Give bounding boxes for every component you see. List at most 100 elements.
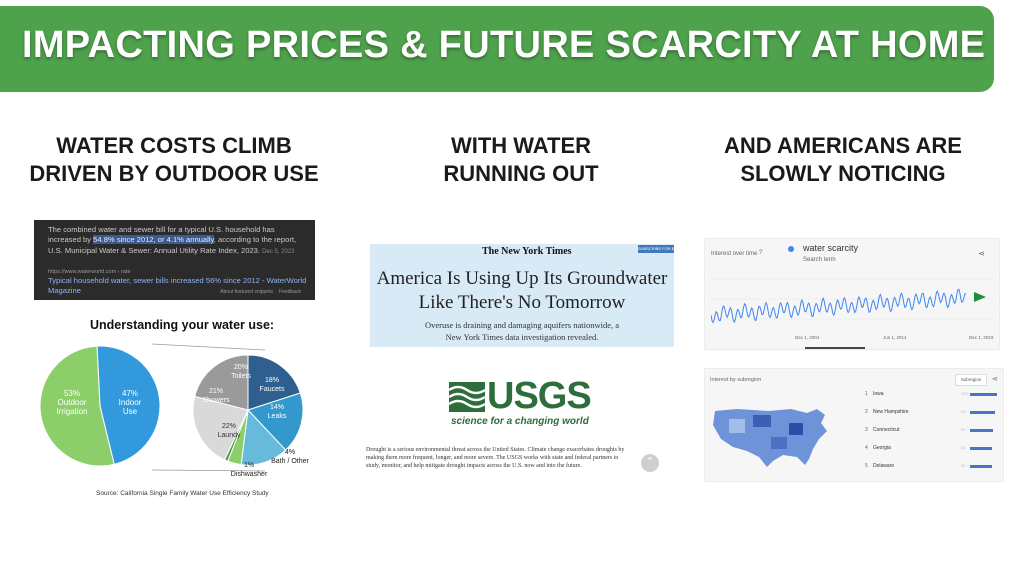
subregion-row[interactable]: 4 Georgia 82 [865, 443, 997, 461]
subregion-value: 82 [961, 445, 966, 450]
map-region [753, 415, 771, 427]
subregion-rank: 4 [865, 445, 868, 451]
us-map-icon [713, 409, 827, 467]
toilets-pct: 20% [234, 364, 248, 371]
breakdown-slice [247, 354, 301, 411]
snippet-link[interactable]: Typical household water, sewer bills inc… [48, 276, 307, 296]
indoor-slice [96, 345, 161, 465]
column-heading-line: AND AMERICANS ARE [724, 133, 962, 158]
usgs-wordmark: USGS [487, 375, 592, 417]
subregion-value: 100 [961, 391, 968, 396]
snippet-text-start: The combined water and sewer bill for a … [48, 225, 275, 245]
slide-title: IMPACTING PRICES & FUTURE SCARCITY AT HO… [22, 24, 986, 66]
usgs-tagline: science for a changing world [451, 416, 589, 427]
nyt-article-screenshot: The New York Times SUBSCRIBE FOR $1 Amer… [370, 244, 674, 347]
toilets-label: Toilets [231, 373, 251, 380]
breakdown-slice [194, 354, 249, 411]
water-use-title: Understanding your water use: [90, 318, 275, 332]
column-heading-line: DRIVEN BY OUTDOOR USE [29, 161, 319, 186]
outdoor-pct: 53% [64, 389, 80, 398]
faucets-label: Faucets [260, 386, 285, 393]
title-banner [0, 6, 994, 92]
leaks-label: Leaks [268, 413, 287, 420]
map-region [771, 437, 787, 449]
nyt-dek-line: Overuse is draining and damaging aquifer… [424, 320, 620, 330]
subregion-bar [970, 465, 993, 468]
breakdown-slice [247, 392, 304, 451]
about-snippets-link[interactable]: About featured snippets [220, 288, 273, 295]
map-region [789, 423, 803, 435]
usgs-desc-line: study, monitor, and help mitigate drough… [366, 463, 582, 469]
series-color-dot [788, 246, 794, 252]
indoor-breakdown-pie [192, 354, 304, 466]
subregion-label: Interest by subregion [710, 377, 762, 383]
outdoor-slice [40, 345, 115, 467]
outdoor-label: Irrigation [56, 407, 87, 416]
laundry-pct: 22% [222, 423, 236, 430]
subregion-row[interactable]: 2 New Hampshire 94 [865, 407, 997, 425]
interest-series-line [711, 288, 967, 324]
column-heading-line: RUNNING OUT [443, 161, 599, 186]
subregion-value: 94 [961, 409, 966, 414]
interest-line-chart [711, 278, 993, 324]
x-axis-label: Dec 1, 2023 [969, 335, 994, 340]
nyt-dek-line: New York Times data investigation reveal… [445, 332, 599, 342]
usgs-desc-line: making them more frequent, longer, and m… [366, 455, 619, 461]
subregion-rank: 1 [865, 391, 868, 397]
nyt-masthead: The New York Times [482, 246, 572, 257]
nyt-headline-line: Like There's No Tomorrow [418, 292, 626, 313]
column-heading-noticing: AND AMERICANS ARE SLOWLY NOTICING [698, 132, 988, 188]
x-axis-label: Jun 1, 2014 [883, 335, 907, 340]
feedback-link[interactable]: Feedback [279, 288, 301, 295]
subregion-row[interactable]: 5 Delaware 82 [865, 461, 997, 479]
column-heading-running-out: WITH WATER RUNNING OUT [381, 132, 661, 188]
subregion-name: Iowa [873, 391, 884, 397]
bath-pct: 4% [285, 449, 295, 456]
nyt-headline: America Is Using Up Its Groundwater Like… [370, 267, 674, 315]
snippet-url[interactable]: https://www.waterworld.com › rate [48, 269, 131, 275]
subregion-bar [970, 411, 996, 414]
usgs-wave-logo-icon [449, 382, 485, 412]
subregion-value: 82 [961, 463, 966, 468]
laundry-label: Laundy [218, 432, 241, 439]
connector-line [151, 343, 266, 351]
breakdown-slice [192, 395, 249, 461]
subregion-list: 1 Iowa 100 2 New Hampshire 94 3 Connecti… [865, 389, 997, 479]
subregion-value: 87 [961, 427, 966, 432]
column-heading-line: WITH WATER [450, 133, 592, 158]
snippet-date: Dec 5, 2023 [262, 248, 295, 255]
leaks-pct: 14% [270, 404, 284, 411]
interest-over-time-label: Interest over time [711, 251, 758, 257]
water-use-pie-chart: 53% Outdoor Irrigation 47% Indoor Use 20… [40, 343, 310, 478]
subregion-rank: 5 [865, 463, 868, 469]
showers-pct: 21% [209, 388, 223, 395]
share-icon[interactable]: ⋖ [978, 249, 985, 258]
outdoor-label: Outdoor [58, 398, 87, 407]
trends-interest-panel: Interest over time ? water scarcity Sear… [704, 238, 1000, 350]
subscribe-button[interactable]: SUBSCRIBE FOR $1 [638, 245, 674, 253]
usgs-description: Drought is a serious environmental threa… [366, 446, 666, 470]
scroll-up-icon[interactable]: ⌃ [641, 454, 659, 472]
subregion-row[interactable]: 3 Connecticut 87 [865, 425, 997, 443]
column-heading-line: WATER COSTS CLIMB [56, 133, 292, 158]
dishwasher-label: Dishwasher [231, 471, 268, 478]
showers-label: Showers [202, 397, 230, 404]
search-term-sub: Search term [803, 257, 836, 263]
subregion-name: Delaware [873, 463, 895, 469]
column-heading-line: SLOWLY NOTICING [740, 161, 946, 186]
snippet-highlight: 54.8% since 2012, or 4.1% annually [93, 235, 214, 245]
share-icon[interactable]: ⋖ [992, 376, 998, 383]
subregion-select[interactable]: Subregion [955, 374, 987, 386]
dishwasher-pct: 1% [244, 462, 254, 469]
indoor-label: Use [123, 407, 138, 416]
subregion-row[interactable]: 1 Iowa 100 [865, 389, 997, 407]
subregion-name: New Hampshire [873, 409, 909, 415]
snippet-text-end: , according to the report, U.S. Municipa… [48, 235, 297, 255]
search-term-label: water scarcity [803, 243, 859, 253]
subregion-rank: 2 [865, 409, 868, 415]
snippet-text: The combined water and sewer bill for a … [48, 225, 306, 257]
outdoor-indoor-pie [40, 345, 161, 467]
subregion-name: Georgia [873, 445, 891, 451]
help-icon[interactable]: ? [759, 250, 763, 256]
nyt-headline-line: America Is Using Up Its Groundwater [376, 268, 668, 289]
